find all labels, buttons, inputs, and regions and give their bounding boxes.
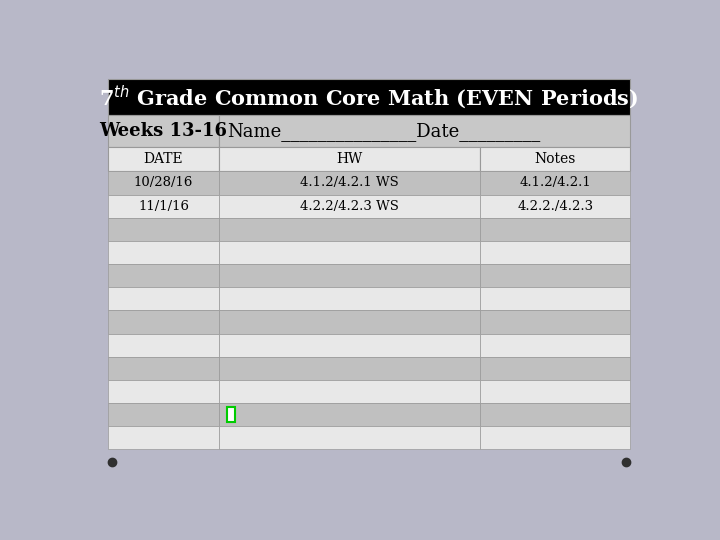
FancyBboxPatch shape — [219, 218, 480, 241]
FancyBboxPatch shape — [108, 380, 219, 403]
FancyBboxPatch shape — [219, 241, 480, 264]
FancyBboxPatch shape — [480, 380, 630, 403]
FancyBboxPatch shape — [219, 334, 480, 357]
Text: 4.1.2/4.2.1: 4.1.2/4.2.1 — [519, 177, 591, 190]
FancyBboxPatch shape — [219, 264, 480, 287]
Text: 7$^{th}$ Grade Common Core Math (EVEN Periods): 7$^{th}$ Grade Common Core Math (EVEN Pe… — [99, 84, 639, 111]
FancyBboxPatch shape — [108, 287, 219, 310]
Text: 4.1.2/4.2.1 WS: 4.1.2/4.2.1 WS — [300, 177, 399, 190]
Text: 4.2.2/4.2.3 WS: 4.2.2/4.2.3 WS — [300, 200, 399, 213]
FancyBboxPatch shape — [480, 241, 630, 264]
FancyBboxPatch shape — [480, 403, 630, 426]
Text: 11/1/16: 11/1/16 — [138, 200, 189, 213]
FancyBboxPatch shape — [480, 171, 630, 194]
FancyBboxPatch shape — [219, 194, 480, 218]
Text: Notes: Notes — [534, 152, 576, 166]
Text: 10/28/16: 10/28/16 — [134, 177, 193, 190]
FancyBboxPatch shape — [219, 116, 630, 147]
FancyBboxPatch shape — [108, 334, 219, 357]
FancyBboxPatch shape — [219, 171, 480, 194]
Text: Weeks 13-16: Weeks 13-16 — [99, 122, 228, 140]
FancyBboxPatch shape — [480, 218, 630, 241]
FancyBboxPatch shape — [108, 79, 630, 116]
Text: DATE: DATE — [144, 152, 184, 166]
FancyBboxPatch shape — [480, 287, 630, 310]
FancyBboxPatch shape — [108, 218, 219, 241]
FancyBboxPatch shape — [480, 357, 630, 380]
FancyBboxPatch shape — [108, 403, 219, 426]
FancyBboxPatch shape — [108, 310, 219, 334]
FancyBboxPatch shape — [219, 310, 480, 334]
FancyBboxPatch shape — [108, 357, 219, 380]
FancyBboxPatch shape — [480, 147, 630, 171]
FancyBboxPatch shape — [108, 147, 219, 171]
FancyBboxPatch shape — [480, 426, 630, 449]
FancyBboxPatch shape — [219, 426, 480, 449]
FancyBboxPatch shape — [228, 407, 235, 422]
FancyBboxPatch shape — [108, 116, 219, 147]
FancyBboxPatch shape — [480, 264, 630, 287]
FancyBboxPatch shape — [108, 194, 219, 218]
FancyBboxPatch shape — [108, 171, 219, 194]
FancyBboxPatch shape — [219, 147, 480, 171]
Text: 4.2.2./4.2.3: 4.2.2./4.2.3 — [517, 200, 593, 213]
FancyBboxPatch shape — [108, 241, 219, 264]
FancyBboxPatch shape — [108, 264, 219, 287]
Text: HW: HW — [336, 152, 363, 166]
FancyBboxPatch shape — [219, 287, 480, 310]
FancyBboxPatch shape — [219, 357, 480, 380]
FancyBboxPatch shape — [480, 334, 630, 357]
FancyBboxPatch shape — [219, 380, 480, 403]
FancyBboxPatch shape — [219, 403, 480, 426]
FancyBboxPatch shape — [480, 310, 630, 334]
FancyBboxPatch shape — [108, 426, 219, 449]
FancyBboxPatch shape — [480, 194, 630, 218]
Text: Name_______________Date_________: Name_______________Date_________ — [228, 122, 541, 140]
